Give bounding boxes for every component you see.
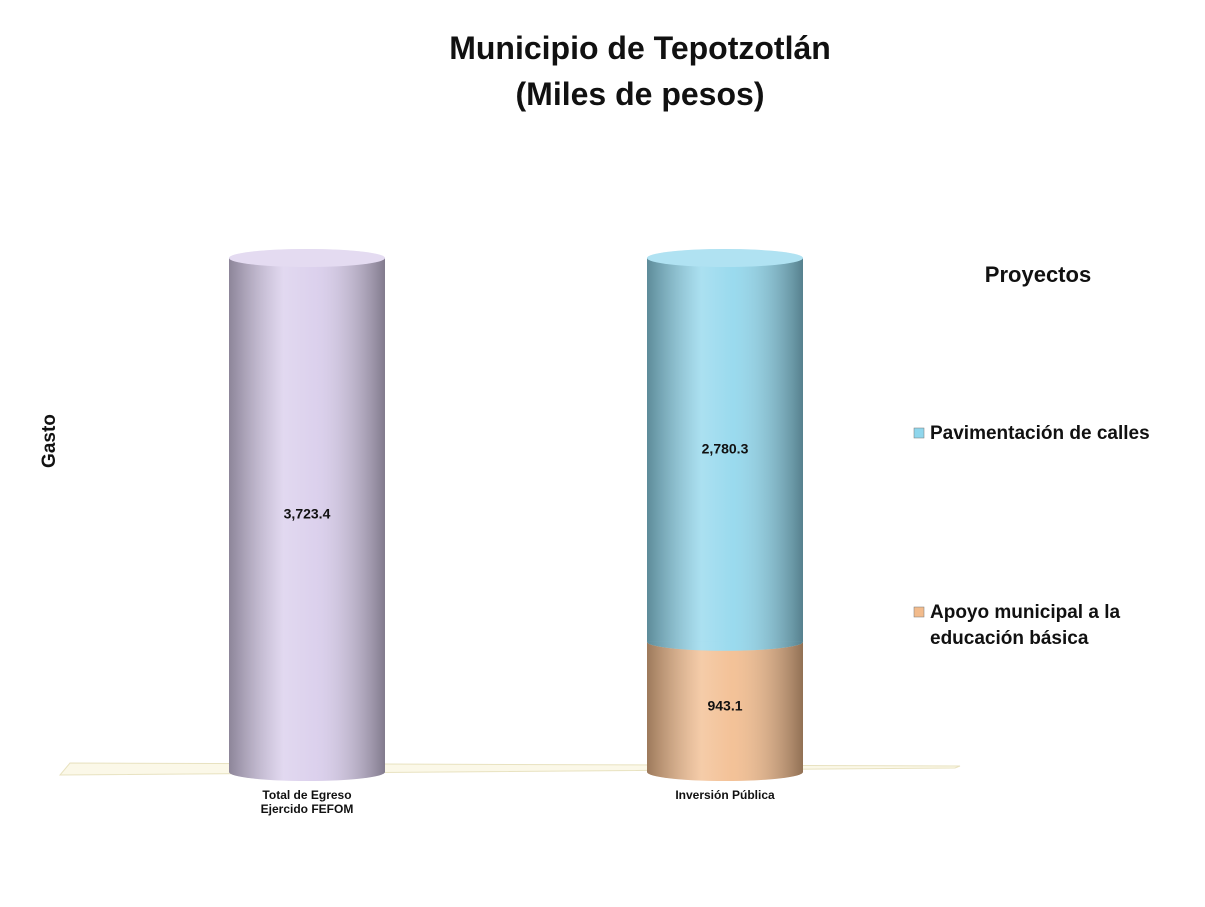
cylinder-top-shade [229,249,385,267]
bar-shade [647,641,803,772]
cylinder-top-shade [647,249,803,267]
value-label: 3,723.4 [284,506,331,522]
legend-label: Pavimentación de calles [930,423,1150,444]
x-tick-label: Inversión Pública [675,788,775,802]
bar-shade [647,258,803,642]
legend-label: Apoyo municipal a la educación básica [930,602,1121,649]
cylinder-top [647,249,803,267]
value-label: 943.1 [707,698,742,714]
floor [58,762,961,776]
bar-shade [229,258,385,772]
cylinder-top [229,249,385,267]
chart-subtitle: (Miles de pesos) [515,76,765,112]
y-axis-label: Gasto [39,414,60,468]
legend-swatch [913,427,925,439]
value-label: 2,780.3 [702,441,749,457]
legend-swatch [913,606,925,618]
legend-title: Proyectos [984,262,1092,287]
x-tick-label: Total de Egreso Ejercido FEFOM [260,788,354,816]
chart-title: Municipio de Tepotzotlán [449,30,831,66]
